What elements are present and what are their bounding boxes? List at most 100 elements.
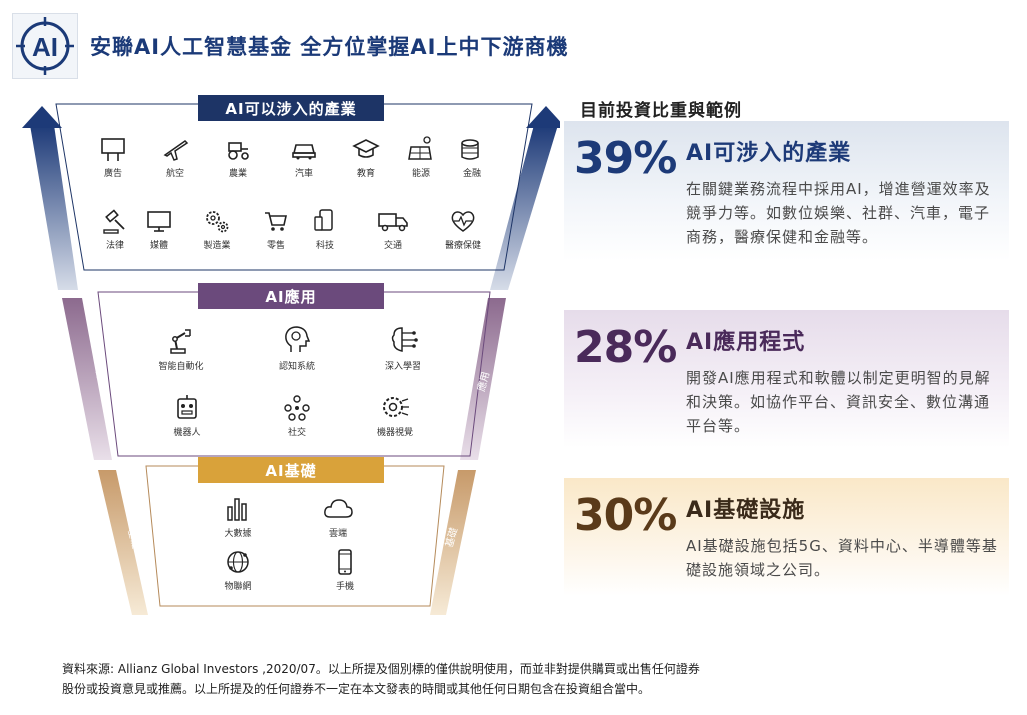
brain-head-icon [285,326,311,352]
gavel-icon [103,209,125,234]
industry-healthcare: 醫療保健 [428,207,498,251]
right-arrow-head [526,106,560,128]
application-label: 機器視覺 [376,428,413,438]
industry-label: 航空 [165,169,184,179]
left-arrow-head [22,106,62,128]
industry-label: 廣告 [103,169,122,179]
application-cognitive-systems: 認知系統 [262,324,332,372]
heart-pulse-icon [451,211,475,232]
industry-label: 科技 [315,241,334,251]
logo-text: AI [32,32,58,62]
application-robotics: 機器人 [152,392,222,438]
industry-label: 法律 [105,241,124,251]
application-machine-vision: 機器視覺 [360,392,430,438]
allocation-card-infrastructure: 30% AI基礎設施 AI基礎設施包括5G、資料中心、半導體等基礎設施領域之公司… [564,478,1009,596]
industry-advertising: 廣告 [78,135,148,179]
left-strip-bottom [98,470,148,615]
industry-transportation: 交通 [358,207,428,251]
allocation-title: AI基礎設施 [686,498,806,523]
industry-label: 金融 [462,169,481,179]
application-deep-learning: 深入學習 [368,324,438,372]
right-strip-bottom [430,470,476,615]
monitor-icon [147,211,171,232]
left-strip-top [30,125,78,290]
ai-logo-icon: AI [12,13,78,79]
car-icon [292,144,316,160]
industry-agriculture: 農業 [203,135,273,179]
industry-media: 媒體 [124,207,194,251]
truck-icon [378,213,408,232]
infrastructure-label: 雲端 [328,529,347,539]
page-title: 安聯AI人工智慧基金 全方位掌握AI上中下游商機 [90,35,569,59]
robot-icon [177,395,197,419]
tier-label-industries: AI可以涉入的產業 [198,95,384,121]
tier-label-applications: AI應用 [198,283,384,309]
tier-label-infrastructure: AI基礎 [198,457,384,483]
infrastructure-big-data: 大數據 [203,495,273,539]
industry-label: 製造業 [203,241,231,251]
iot-globe-icon [227,551,249,573]
allocation-percent: 39% [574,133,677,184]
brain-circuit-icon [391,327,418,352]
shopping-cart-icon [265,212,287,231]
allocation-description: 開發AI應用程式和軟體以制定更明智的見解和決策。如協作平台、資訊安全、數位溝通平… [686,369,991,435]
source-disclaimer: 資料來源: Allianz Global Investors ,2020/07。… [62,659,700,699]
infrastructure-cloud: 雲端 [303,495,373,539]
solar-panel-icon [408,136,432,160]
infrastructure-iot: 物聯網 [203,548,273,592]
header: AI 安聯AI人工智慧基金 全方位掌握AI上中下游商機 [12,13,569,79]
disclaimer-line-2: 股份或投資意見或推薦。以上所提及的任何證券不一定在本文發表的時間或其他任何日期包… [62,682,651,696]
airplane-icon [163,140,189,161]
bar-chart-icon [227,498,247,521]
application-intelligent-automation: 智能自動化 [146,324,216,372]
allocation-title: AI應用程式 [686,330,806,355]
right-strip-top [490,125,558,290]
tractor-icon [228,142,249,160]
social-network-icon [284,395,310,421]
application-label: 深入學習 [384,362,421,372]
industry-label: 教育 [356,169,375,179]
mobile-phone-icon [338,549,352,575]
robot-arm-icon [170,329,191,354]
allocation-card-applications: 28% AI應用程式 開發AI應用程式和軟體以制定更明智的見解和決策。如協作平台… [564,310,1009,448]
cloud-icon [324,499,353,518]
allocation-percent: 28% [574,322,677,373]
application-label: 機器人 [173,428,201,438]
application-label: 認知系統 [278,362,315,372]
allocation-percent: 30% [574,490,677,541]
infrastructure-mobile: 手機 [310,548,380,592]
allocation-title: AI可涉入的產業 [686,141,852,166]
eye-gear-icon [383,397,409,417]
industry-aviation: 航空 [140,135,210,179]
industry-label: 汽車 [294,169,313,179]
allocation-heading: 目前投資比重與範例 [580,101,742,121]
graduation-cap-icon [352,139,380,158]
application-label: 智能自動化 [158,362,204,372]
industry-education: 教育 [331,135,401,179]
industry-label: 媒體 [149,241,168,251]
application-label: 社交 [287,428,306,438]
disclaimer-line-1: 資料來源: Allianz Global Investors ,2020/07。… [62,662,700,676]
industry-label: 交通 [383,241,402,251]
right-strip-middle [460,298,506,460]
allocation-description: 在關鍵業務流程中採用AI，增進營運效率及競爭力等。如數位娛樂、社群、汽車，電子商… [686,180,991,246]
industry-finance: 金融 [437,135,507,179]
infrastructure-label: 物聯網 [224,582,252,592]
allocation-card-industries: 39% AI可涉入的產業 在關鍵業務流程中採用AI，增進營運效率及競爭力等。如數… [564,121,1009,261]
industry-label: 農業 [228,169,247,179]
funnel-graphic: 應用 應用 基礎 基礎 [22,103,560,615]
industry-retail: 零售 [241,207,311,251]
industry-manufacturing: 製造業 [182,207,252,251]
industry-technology: 科技 [290,207,360,251]
application-social: 社交 [262,392,332,438]
industry-law: 法律 [80,207,150,251]
left-strip-middle [62,298,112,460]
infrastructure-label: 手機 [335,582,354,592]
industry-label: 能源 [411,169,430,179]
allocation-description: AI基礎設施包括5G、資料中心、半導體等基礎設施領域之公司。 [686,537,998,579]
industry-label: 醫療保健 [444,241,481,251]
industry-label: 零售 [266,241,285,251]
gears-icon [206,211,229,233]
coins-icon [461,139,479,160]
billboard-icon [101,138,125,161]
